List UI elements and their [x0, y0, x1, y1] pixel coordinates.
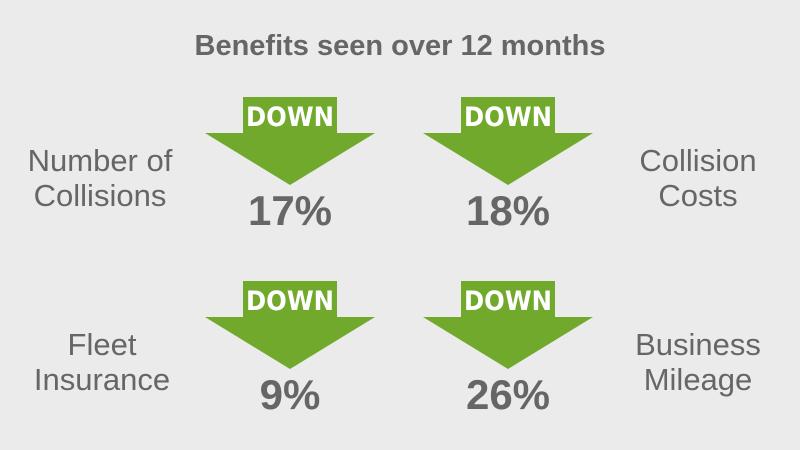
badge: DOWN	[246, 286, 334, 317]
metric-label: Costs	[658, 178, 737, 213]
down-arrow	[205, 281, 375, 369]
metric-label: Collisions	[34, 178, 167, 213]
badge: DOWN	[464, 102, 552, 133]
percent-value: 26%	[466, 371, 550, 418]
down-arrow	[205, 97, 375, 185]
metric-label: Number of	[28, 143, 173, 178]
badge: DOWN	[246, 102, 334, 133]
percent-value: 17%	[248, 187, 332, 234]
metric-label: Collision	[639, 143, 756, 178]
metric-label: Business	[635, 327, 761, 362]
metric-label: Insurance	[34, 362, 170, 397]
title: Benefits seen over 12 months	[195, 30, 606, 62]
down-arrow	[423, 281, 593, 369]
metric-label: Fleet	[68, 327, 137, 362]
badge: DOWN	[464, 286, 552, 317]
metric-label: Mileage	[644, 362, 753, 397]
down-arrow	[423, 97, 593, 185]
percent-value: 9%	[260, 371, 321, 418]
percent-value: 18%	[466, 187, 550, 234]
